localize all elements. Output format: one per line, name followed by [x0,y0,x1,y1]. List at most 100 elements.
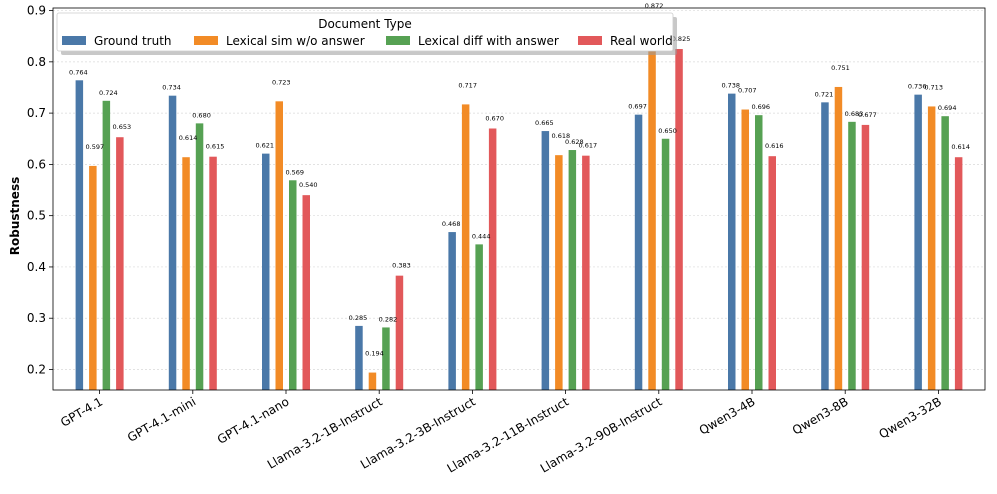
data-label: 0.282 [379,315,398,323]
data-label: 0.444 [472,232,491,240]
bar-1 [555,155,563,390]
data-label: 0.614 [179,134,198,142]
data-label: 0.683 [845,110,864,118]
bar-2 [755,115,763,390]
bar-3 [768,156,776,390]
bar-2 [941,116,949,390]
data-label: 0.707 [738,87,757,95]
legend-label: Lexical diff with answer [418,34,559,48]
data-label: 0.697 [628,103,647,111]
y-tick-label: 0.5 [27,209,46,223]
y-tick-label: 0.7 [27,106,46,120]
data-label: 0.872 [645,2,664,10]
bar-3 [675,49,683,390]
bar-1 [741,109,749,390]
bar-1 [927,106,936,391]
bar-3 [488,128,497,390]
data-label: 0.825 [672,35,691,43]
data-label: 0.751 [831,64,850,72]
bar-1 [89,165,97,390]
y-tick-label: 0.2 [27,362,46,376]
y-tick-label: 0.9 [27,4,46,18]
bar-2 [382,327,390,390]
data-label: 0.680 [192,111,211,119]
data-label: 0.616 [765,142,784,150]
data-label: 0.615 [206,143,225,151]
bar-3 [954,157,963,390]
x-tick-label: GPT-4.1 [58,394,105,429]
bar-3 [116,137,124,390]
data-label: 0.713 [924,83,943,91]
y-axis-label: Robustness [8,177,22,255]
data-label: 0.734 [162,84,181,92]
data-label: 0.468 [442,220,461,228]
bar-2 [661,138,670,390]
x-tick-label: GPT-4.1-nano [215,394,292,446]
legend-swatch [194,36,218,45]
bar-0 [914,94,922,391]
bar-1 [461,104,470,391]
y-tick-label: 0.4 [27,260,46,274]
y-tick-label: 0.3 [27,311,46,325]
y-tick-label: 0.8 [27,55,46,69]
bar-2 [289,180,297,390]
bar-3 [395,275,404,390]
grid-layer [53,10,985,370]
x-tick-label: Qwen3-32B [877,394,944,441]
data-label: 0.738 [721,82,740,90]
bar-0 [168,95,177,390]
bar-1 [275,101,283,391]
legend-swatch [578,36,602,45]
bar-0 [448,232,456,390]
legend-swatch [62,36,86,45]
bar-3 [861,124,870,390]
data-label: 0.194 [365,350,384,358]
y-tick-label: 0.6 [27,157,46,171]
bar-0 [75,80,84,391]
bar-1 [834,86,843,391]
data-label: 0.650 [658,127,677,135]
data-label: 0.614 [951,143,970,151]
bar-0 [355,325,363,390]
data-label: 0.694 [938,104,957,112]
bar-1 [368,372,377,390]
data-label: 0.696 [751,103,770,111]
bars-layer [75,24,963,391]
data-label: 0.717 [458,81,477,89]
data-label: 0.670 [485,114,504,122]
data-label: 0.665 [535,119,554,127]
bar-2 [568,150,577,390]
legend: Document Type Ground truth Lexical sim w/… [56,12,677,55]
bar-3 [582,155,590,390]
x-axis: GPT-4.1 GPT-4.1-mini GPT-4.1-nanoLlama-3.2… [58,390,944,476]
data-labels-layer: 0.764 0.597 0.724 0.653 0.734 0.614 0.680 0.615… [69,2,970,358]
bar-0 [728,93,736,391]
x-tick-label: Qwen3-4B [697,394,758,437]
legend-label: Real world [610,34,673,48]
legend-entries: Ground truth Lexical sim w/o answer Lexica… [62,34,673,48]
data-label: 0.721 [815,90,834,98]
bar-2 [195,123,204,390]
y-axis: 0.2 0.3 0.4 0.5 0.6 0.7 0.8 0.9 [27,4,53,376]
legend-swatch [386,36,410,45]
bar-3 [302,195,310,390]
legend-label: Ground truth [94,34,172,48]
bar-1 [182,157,190,390]
data-label: 0.540 [299,181,318,189]
data-label: 0.597 [86,143,105,151]
bar-0 [821,102,829,390]
bar-2 [475,244,483,390]
bar-3 [209,156,217,390]
x-tick-label: Qwen3-8B [790,394,851,437]
bar-0 [262,153,270,390]
data-label: 0.653 [113,123,132,131]
plot-frame [52,7,986,391]
bar-0 [541,131,550,390]
data-label: 0.677 [858,111,877,119]
data-label: 0.724 [99,89,118,97]
legend-title: Document Type [318,17,412,31]
data-label: 0.618 [552,132,571,140]
data-label: 0.764 [69,68,88,76]
data-label: 0.723 [272,78,291,86]
